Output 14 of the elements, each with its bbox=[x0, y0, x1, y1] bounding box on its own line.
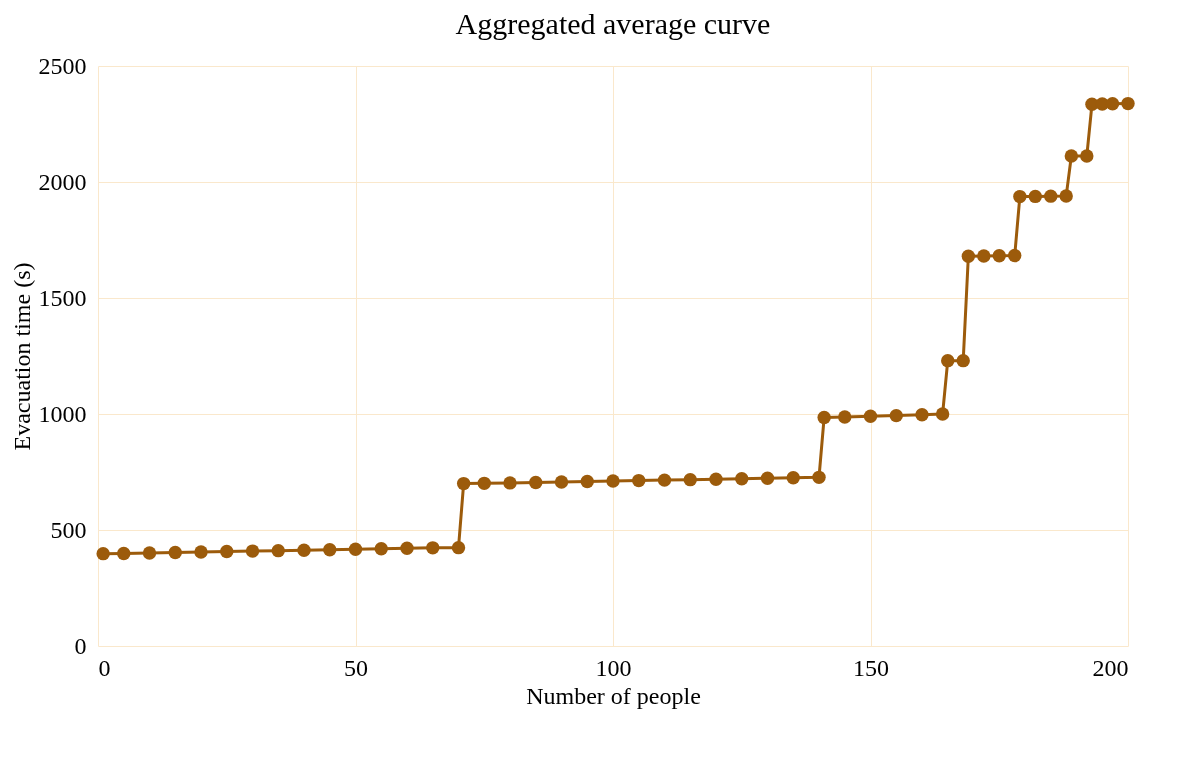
x-tick-label: 200 bbox=[1092, 654, 1129, 681]
y-tick-label: 2000 bbox=[38, 168, 87, 195]
y-tick-label: 0 bbox=[74, 632, 87, 659]
chart-title: Aggregated average curve bbox=[455, 7, 771, 40]
y-tick-label: 500 bbox=[50, 516, 87, 543]
x-tick-label: 100 bbox=[595, 654, 632, 681]
x-tick-label: 50 bbox=[344, 654, 368, 681]
x-tick-label: 0 bbox=[98, 654, 111, 681]
x-axis-title: Number of people bbox=[526, 682, 701, 709]
x-tick-label: 150 bbox=[853, 654, 889, 681]
y-tick-label: 2500 bbox=[38, 52, 87, 79]
y-tick-label: 1000 bbox=[38, 400, 87, 427]
y-axis-title: Evacuation time (s) bbox=[8, 262, 35, 451]
y-tick-label: 1500 bbox=[38, 284, 87, 311]
